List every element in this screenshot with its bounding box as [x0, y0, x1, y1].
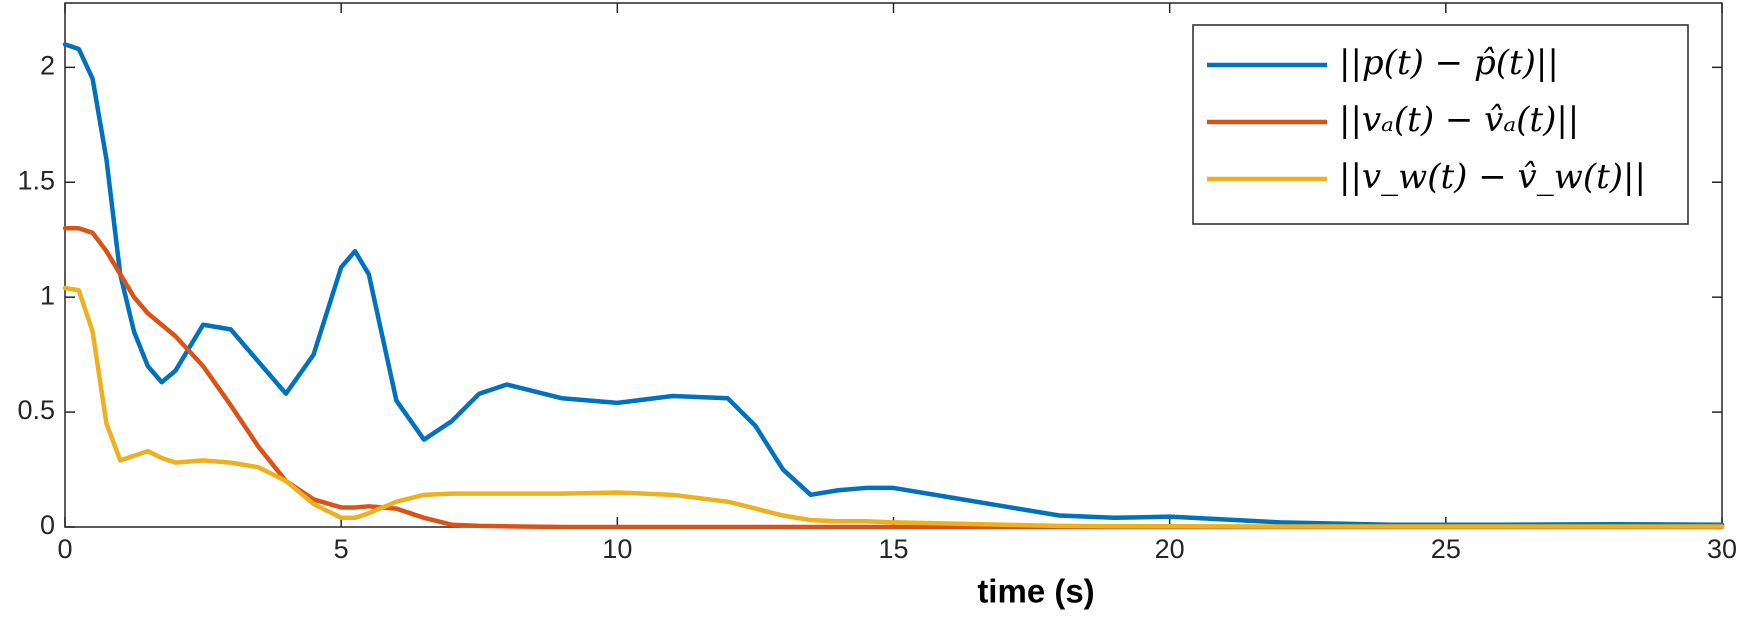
y-tick-label: 0.5	[17, 395, 55, 425]
y-tick-label: 0	[40, 510, 55, 540]
x-axis-label: time (s)	[977, 573, 1094, 610]
x-tick-label: 10	[602, 534, 632, 564]
legend-label: ||v_w(t) − v̂_w(t)||	[1339, 157, 1646, 197]
y-tick-label: 2	[40, 50, 55, 80]
x-tick-label: 20	[1155, 534, 1185, 564]
x-tick-label: 25	[1431, 534, 1461, 564]
y-tick-label: 1.5	[17, 165, 55, 195]
legend-label: ||vₐ(t) − v̂ₐ(t)||	[1339, 100, 1579, 140]
legend-label: ||p(t) − p̂(t)||	[1339, 43, 1559, 83]
y-tick-label: 1	[40, 280, 55, 310]
line-series	[62, 285, 1725, 529]
x-tick-label: 15	[878, 534, 908, 564]
line-series	[62, 42, 1725, 527]
x-tick-label: 5	[334, 534, 349, 564]
legend-box	[1192, 24, 1689, 225]
x-tick-label: 30	[1707, 534, 1737, 564]
x-tick-label: 0	[57, 534, 72, 564]
